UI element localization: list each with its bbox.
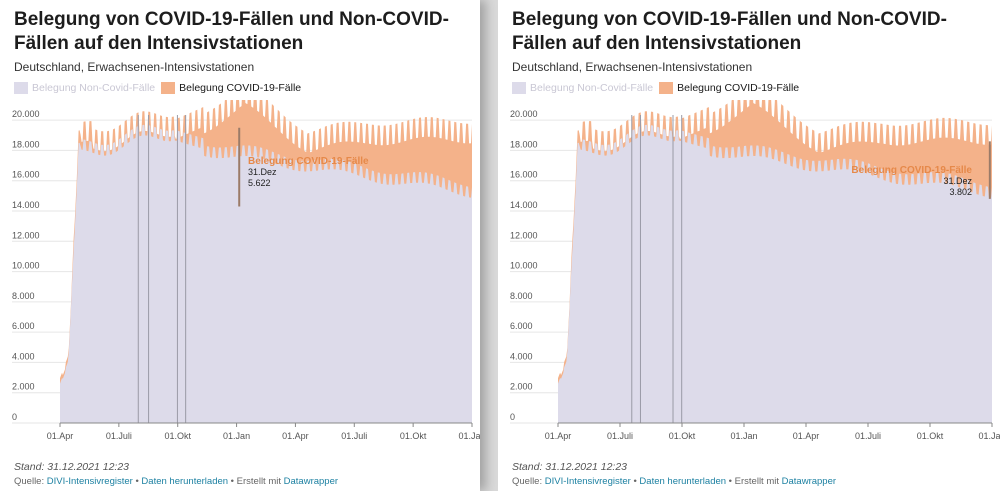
area-chart[interactable]: 0 2.000 4.000 6.000 8.000 10.000 12.000 14.000 1… — [498, 100, 1000, 450]
x-tick-label: 01.Apr — [282, 431, 309, 441]
y-tick-label: 4.000 — [12, 351, 35, 361]
y-tick-label: 10.000 — [510, 261, 538, 271]
legend-label-noncovid: Belegung Non-Covid-Fälle — [530, 82, 654, 94]
y-tick-label: 20.000 — [12, 109, 40, 119]
annotation-title: Belegung COVID-19-Fälle — [248, 156, 369, 167]
link-datawrapper[interactable]: Datawrapper — [283, 476, 339, 487]
legend-item-covid[interactable]: Belegung COVID-19-Fälle — [659, 82, 799, 94]
y-tick-label: 0 — [12, 412, 17, 422]
x-tick-label: 01.Juli — [607, 431, 633, 441]
y-tick-label: 2.000 — [510, 382, 533, 392]
y-tick-label: 8.000 — [12, 291, 35, 301]
y-axis: 0 2.000 4.000 6.000 8.000 10.000 12.000 14.000 1… — [12, 109, 40, 422]
x-axis: 01.Apr 01.Juli 01.Okt 01.Jan 01.Apr 01.Juli 01… — [545, 422, 1000, 441]
x-tick-label: 01.Okt — [164, 431, 191, 441]
footer-source: Quelle: DIVI-Intensivregister • Daten he… — [14, 476, 339, 487]
y-tick-label: 8.000 — [510, 291, 533, 301]
y-tick-label: 16.000 — [12, 170, 40, 180]
y-tick-label: 6.000 — [510, 321, 533, 331]
y-tick-label: 12.000 — [510, 230, 538, 240]
x-tick-label: 01.Juli — [341, 431, 367, 441]
y-tick-label: 14.000 — [510, 200, 538, 210]
y-tick-label: 6.000 — [12, 321, 35, 331]
reference-lines — [137, 115, 187, 423]
x-tick-label: 01.Okt — [669, 431, 696, 441]
annotation-value: 3.802 — [949, 187, 972, 197]
y-tick-label: 20.000 — [510, 109, 538, 119]
footer-erstellt: Erstellt mit — [734, 476, 779, 487]
legend-label-covid: Belegung COVID-19-Fälle — [179, 82, 302, 94]
x-tick-label: 01.Juli — [106, 431, 132, 441]
x-tick-label: 01.Jan — [730, 431, 757, 441]
footer-quelle: Quelle: — [14, 476, 45, 487]
footer-erstellt: Erstellt mit — [236, 476, 281, 487]
y-tick-label: 0 — [510, 412, 515, 422]
legend-item-covid[interactable]: Belegung COVID-19-Fälle — [161, 82, 301, 94]
legend-item-noncovid[interactable]: Belegung Non-Covid-Fälle — [14, 82, 155, 94]
footer-stand: Stand: 31.12.2021 12:23 — [512, 461, 628, 473]
footer-stand: Stand: 31.12.2021 12:23 — [14, 461, 130, 473]
area-noncovid — [60, 124, 472, 424]
chart-subtitle: Deutschland, Erwachsenen-Intensivstation… — [512, 60, 753, 74]
area-noncovid — [558, 124, 992, 424]
legend-label-noncovid: Belegung Non-Covid-Fälle — [32, 82, 156, 94]
x-tick-label: 01.Jan — [223, 431, 250, 441]
y-tick-label: 2.000 — [12, 382, 35, 392]
legend-swatch-covid — [161, 82, 176, 94]
legend-swatch-noncovid — [14, 82, 28, 94]
annotation-title: Belegung COVID-19-Fälle — [851, 165, 972, 176]
area-chart[interactable]: 0 2.000 4.000 6.000 8.000 10.000 12.000 14.000 1… — [0, 100, 480, 450]
y-tick-label: 10.000 — [12, 261, 40, 271]
link-divi[interactable]: DIVI-Intensivregister — [544, 476, 631, 487]
link-datawrapper[interactable]: Datawrapper — [781, 476, 837, 487]
y-tick-label: 4.000 — [510, 351, 533, 361]
legend: Belegung Non-Covid-Fälle Belegung COVID-… — [512, 82, 799, 94]
y-tick-label: 18.000 — [510, 139, 538, 149]
x-tick-label: 01.Okt — [917, 431, 944, 441]
legend-item-noncovid[interactable]: Belegung Non-Covid-Fälle — [512, 82, 653, 94]
chart-title: Belegung von COVID-19-Fällen und Non-COV… — [512, 9, 947, 54]
reference-lines — [631, 115, 683, 423]
x-tick-label: 01.Juli — [855, 431, 881, 441]
annotation-date: 31.Dez — [248, 167, 277, 177]
footer-quelle: Quelle: — [512, 476, 543, 487]
legend-swatch-covid — [659, 82, 674, 94]
y-axis: 0 2.000 4.000 6.000 8.000 10.000 12.000 14.000 1… — [510, 109, 538, 422]
x-tick-label: 01.Apr — [545, 431, 572, 441]
x-tick-label: 01.Jan — [978, 431, 1000, 441]
chart-panel-right: Belegung von COVID-19-Fällen und Non-COV… — [498, 0, 1000, 491]
legend-swatch-noncovid — [512, 82, 526, 94]
x-axis: 01.Apr 01.Juli 01.Okt 01.Jan 01.Apr 01.Juli 01… — [47, 422, 480, 441]
y-tick-label: 12.000 — [12, 230, 40, 240]
legend-label-covid: Belegung COVID-19-Fälle — [677, 82, 800, 94]
footer-source: Quelle: DIVI-Intensivregister • Daten he… — [512, 476, 837, 487]
x-tick-label: 01.Apr — [793, 431, 820, 441]
x-tick-label: 01.Okt — [400, 431, 427, 441]
chart-subtitle: Deutschland, Erwachsenen-Intensivstation… — [14, 60, 255, 74]
link-download[interactable]: Daten herunterladen — [141, 476, 229, 487]
link-divi[interactable]: DIVI-Intensivregister — [46, 476, 133, 487]
link-download[interactable]: Daten herunterladen — [639, 476, 727, 487]
annotation-value: 5.622 — [248, 178, 271, 188]
x-tick-label: 01.Jan — [458, 431, 480, 441]
legend: Belegung Non-Covid-Fälle Belegung COVID-… — [14, 82, 301, 94]
x-tick-label: 01.Apr — [47, 431, 74, 441]
y-tick-label: 16.000 — [510, 170, 538, 180]
annotation-date: 31.Dez — [943, 176, 972, 186]
chart-panel-left: Belegung von COVID-19-Fällen und Non-COV… — [0, 0, 480, 491]
y-tick-label: 14.000 — [12, 200, 40, 210]
y-tick-label: 18.000 — [12, 139, 40, 149]
chart-title: Belegung von COVID-19-Fällen und Non-COV… — [14, 9, 449, 54]
